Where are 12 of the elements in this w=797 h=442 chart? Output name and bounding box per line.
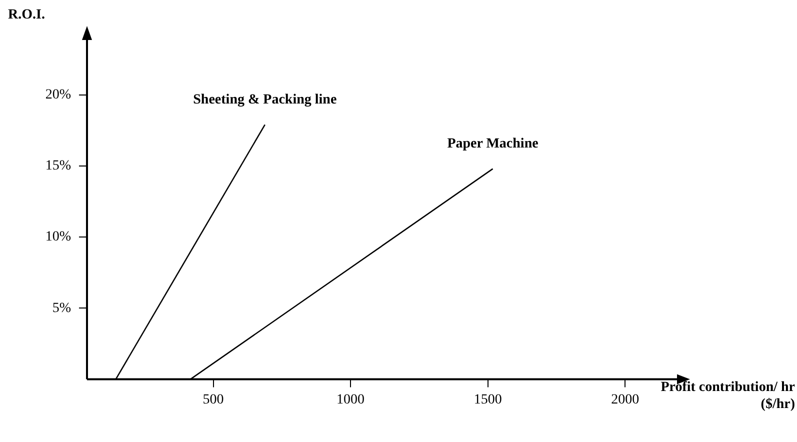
x-axis-title: Profit contribution/ hr ($/hr) bbox=[660, 380, 796, 412]
y-tick-label: 5% bbox=[52, 300, 72, 316]
series-label: Sheeting & Packing line bbox=[193, 92, 337, 108]
series-label: Paper Machine bbox=[447, 136, 538, 152]
y-tick-label: 20% bbox=[45, 88, 72, 103]
x-tick-label: 500 bbox=[202, 392, 224, 408]
x-tick-label: 2000 bbox=[611, 392, 640, 408]
y-axis-title: R.O.I. bbox=[8, 8, 45, 23]
y-tick-label: 15% bbox=[45, 158, 72, 174]
x-tick-label: 1500 bbox=[474, 392, 502, 408]
x-tick-label: 1000 bbox=[336, 392, 365, 408]
y-tick-label: 10% bbox=[45, 230, 72, 245]
